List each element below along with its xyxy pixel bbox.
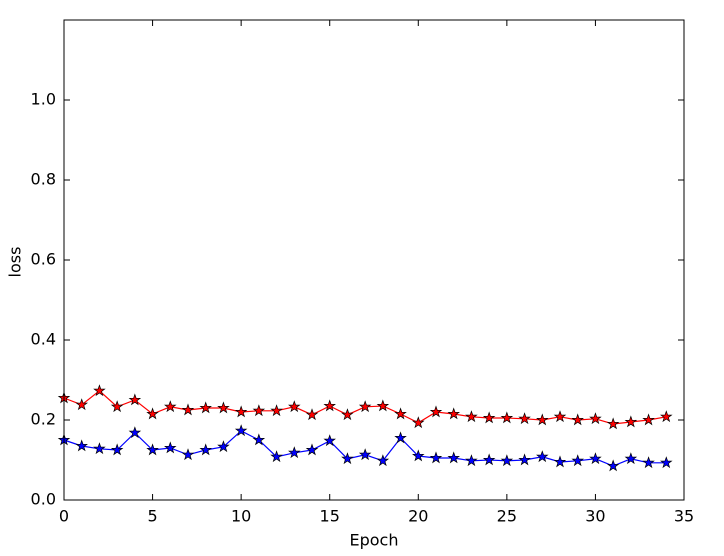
data-point [341, 408, 354, 421]
data-point [128, 393, 142, 406]
y-tick-label: 0.6 [31, 250, 56, 269]
data-point [624, 452, 638, 465]
data-point [234, 424, 248, 437]
data-point [376, 454, 390, 467]
data-point [606, 417, 620, 430]
y-tick-label: 0.8 [31, 170, 56, 189]
data-point [465, 454, 478, 467]
data-point [394, 431, 407, 444]
data-point [199, 401, 212, 414]
data-point [234, 405, 248, 418]
data-point [500, 454, 514, 467]
data-point [181, 403, 195, 416]
y-tick-label: 0.4 [31, 330, 56, 349]
data-point [288, 446, 301, 459]
data-point [589, 412, 602, 425]
data-point [376, 399, 390, 412]
data-point [465, 410, 478, 423]
data-point [624, 415, 638, 428]
y-tick-label: 0.2 [31, 410, 56, 429]
data-point [518, 412, 531, 425]
data-point [394, 407, 407, 420]
data-point [518, 453, 531, 466]
x-tick-label: 25 [497, 507, 517, 526]
data-point [642, 413, 655, 426]
data-point [181, 448, 195, 461]
data-point [412, 449, 425, 462]
data-point [429, 405, 443, 418]
x-tick-label: 0 [59, 507, 69, 526]
data-point [553, 410, 567, 423]
data-point [164, 441, 177, 454]
data-point [358, 400, 372, 413]
data-point [146, 407, 159, 420]
x-tick-label: 30 [585, 507, 605, 526]
x-tick-label: 20 [408, 507, 428, 526]
data-point [252, 433, 266, 446]
data-point [270, 404, 283, 417]
data-point [660, 456, 673, 469]
data-point [93, 442, 106, 455]
data-point [482, 453, 496, 466]
data-point [660, 410, 673, 423]
data-point [305, 443, 319, 456]
data-point [146, 443, 159, 456]
x-tick-label: 10 [231, 507, 251, 526]
y-axis-label: loss [6, 247, 25, 278]
data-point [75, 439, 88, 452]
data-point [341, 452, 354, 465]
data-point [323, 434, 336, 447]
y-tick-label: 0.0 [31, 490, 56, 509]
data-point [447, 451, 460, 464]
data-point [252, 404, 266, 417]
x-tick-label: 35 [674, 507, 694, 526]
x-tick-label: 15 [320, 507, 340, 526]
data-point [536, 413, 549, 426]
y-tick-label: 1.0 [31, 90, 56, 109]
data-point [93, 384, 106, 397]
data-point [412, 416, 425, 429]
data-point [270, 450, 283, 463]
data-point [217, 440, 230, 453]
data-point [288, 400, 301, 413]
data-point [571, 454, 584, 467]
data-point [447, 407, 460, 420]
data-point [589, 452, 602, 465]
data-point [128, 426, 142, 439]
data-point [110, 400, 124, 413]
x-axis-label: Epoch [350, 531, 399, 550]
x-tick-label: 5 [147, 507, 157, 526]
data-point [323, 399, 336, 412]
plot-frame [63, 19, 685, 501]
data-point [553, 455, 567, 468]
data-point [75, 398, 88, 411]
data-point [305, 408, 319, 421]
data-point [217, 401, 230, 414]
data-point [164, 400, 177, 413]
data-point [642, 456, 655, 469]
data-point [571, 413, 584, 426]
data-point [482, 411, 496, 424]
data-point [500, 411, 514, 424]
data-point [358, 448, 372, 461]
data-point [199, 443, 212, 456]
data-point [110, 443, 124, 456]
data-point [536, 450, 549, 463]
data-point [429, 451, 443, 464]
data-point [606, 459, 620, 472]
